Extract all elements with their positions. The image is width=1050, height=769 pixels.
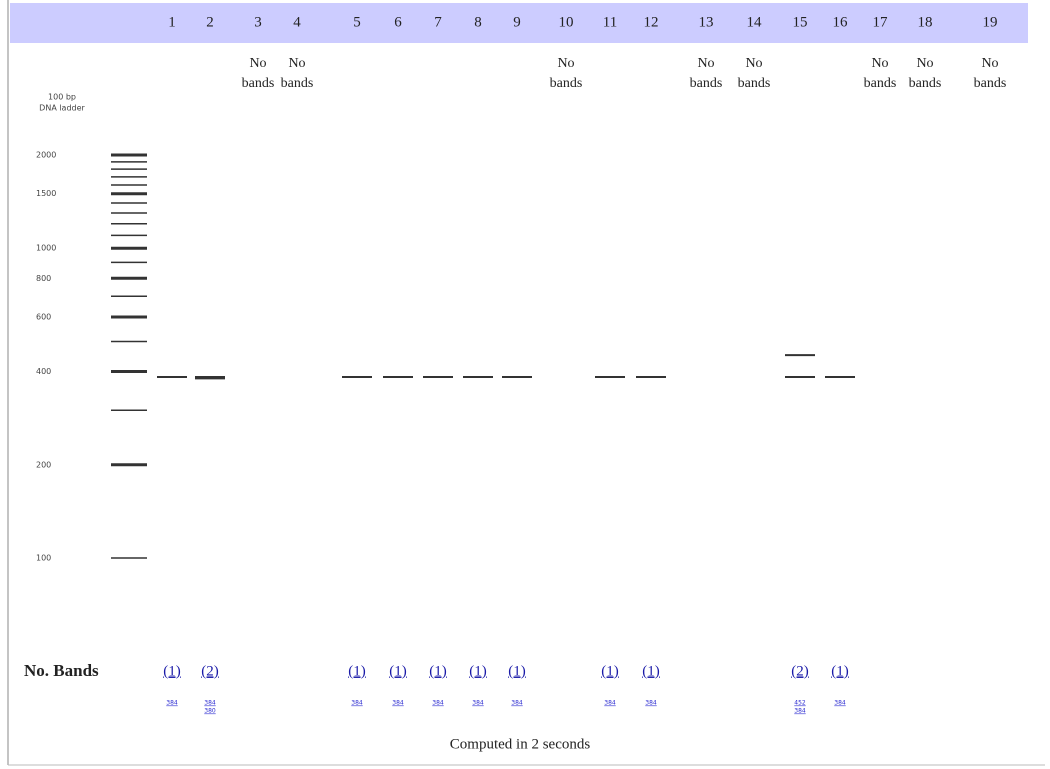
- lane-number: 4: [293, 14, 301, 30]
- lane-number: 9: [513, 14, 521, 30]
- band-size: 384: [834, 700, 846, 707]
- lane-number: 16: [833, 14, 849, 30]
- no-bands-note: No: [557, 56, 574, 71]
- band-count: (1): [601, 663, 619, 679]
- band-size: 384: [392, 700, 404, 707]
- no-bands-note: bands: [690, 76, 723, 91]
- no-bands-note: bands: [864, 76, 897, 91]
- band-size: 384: [472, 700, 484, 707]
- band-count: (1): [508, 663, 526, 679]
- band-size: 384: [351, 700, 363, 707]
- band-count: (2): [791, 663, 809, 679]
- band-count: (1): [163, 663, 181, 679]
- band-size: 384: [166, 700, 178, 707]
- lane-number: 10: [559, 14, 574, 30]
- no-bands-note: No: [697, 56, 714, 71]
- band-size: 384: [794, 708, 806, 715]
- no-bands-note: No: [745, 56, 762, 71]
- ladder-label: 200: [36, 460, 51, 469]
- ladder-label: 100: [36, 554, 51, 563]
- band-count: (1): [429, 663, 447, 679]
- no-bands-note: bands: [550, 76, 583, 91]
- no-bands-note: bands: [909, 76, 942, 91]
- no-bands-note: No: [981, 56, 998, 71]
- no-bands-note: bands: [242, 76, 275, 91]
- no-bands-note: No: [249, 56, 266, 71]
- band-size: 384: [604, 700, 616, 707]
- lane-number: 3: [254, 14, 262, 30]
- row-label: No. Bands: [24, 661, 99, 680]
- lane-number: 5: [353, 14, 361, 30]
- lane-number: 11: [603, 14, 617, 30]
- lane-number: 19: [983, 14, 998, 30]
- ladder-label: 800: [36, 274, 51, 283]
- lane-number: 13: [699, 14, 714, 30]
- band-size: 380: [204, 708, 216, 715]
- ladder-label: 1000: [36, 244, 56, 253]
- band-count: (1): [642, 663, 660, 679]
- band-count: (2): [201, 663, 219, 679]
- lane-number: 2: [206, 14, 214, 30]
- ladder-label: 400: [36, 367, 51, 376]
- lane-number: 14: [747, 14, 763, 30]
- ladder-label: 600: [36, 312, 51, 321]
- ladder-title: 100 bp: [48, 93, 76, 102]
- no-bands-note: bands: [738, 76, 771, 91]
- lane-number: 8: [474, 14, 482, 30]
- band-count: (1): [348, 663, 366, 679]
- ladder-label: 2000: [36, 151, 56, 160]
- lane-number: 6: [394, 14, 402, 30]
- band-size: 384: [204, 700, 216, 707]
- no-bands-note: No: [871, 56, 888, 71]
- background: [0, 0, 1050, 769]
- no-bands-note: No: [916, 56, 933, 71]
- band-count: (1): [469, 663, 487, 679]
- lane-number: 15: [793, 14, 808, 30]
- lane-number: 7: [434, 14, 442, 30]
- band-size: 452: [794, 700, 806, 707]
- band-size: 384: [511, 700, 523, 707]
- lane-number: 18: [918, 14, 933, 30]
- no-bands-note: bands: [974, 76, 1007, 91]
- ladder-label: 1500: [36, 189, 56, 198]
- no-bands-note: No: [288, 56, 305, 71]
- band-size: 384: [432, 700, 444, 707]
- band-size: 384: [645, 700, 657, 707]
- band-count: (1): [831, 663, 849, 679]
- no-bands-note: bands: [281, 76, 314, 91]
- lane-number: 17: [873, 14, 889, 30]
- gel-page: 100 bp DNA ladder No. Bands Computed in …: [0, 0, 1050, 769]
- lane-number: 12: [644, 14, 659, 30]
- band-count: (1): [389, 663, 407, 679]
- lane-number: 1: [168, 14, 176, 30]
- footer: Computed in 2 seconds: [450, 736, 591, 752]
- ladder-title: DNA ladder: [39, 104, 85, 113]
